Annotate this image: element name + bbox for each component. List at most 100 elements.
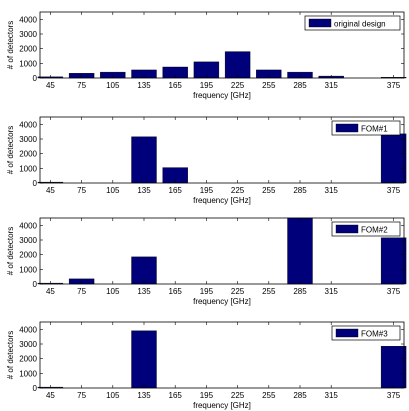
subplot-4: 0 1000 2000 3000 4000 45 75 105 135 165 195 225 255 2… <box>6 321 407 410</box>
x-axis-label: frequency [GHz] <box>193 196 251 205</box>
x-axis-label: frequency [GHz] <box>193 297 251 306</box>
x-tick-label: 195 <box>200 391 214 400</box>
y-tick-label: 0 <box>33 280 38 289</box>
y-tick-label: 1000 <box>19 164 37 173</box>
y-axis-label: # of detectors <box>6 227 15 275</box>
x-tick-label: 45 <box>46 287 55 296</box>
y-tick-label: 3000 <box>19 135 37 144</box>
x-tick-label: 105 <box>106 81 120 90</box>
x-tick-label: 255 <box>262 186 276 195</box>
y-tick-label: 4000 <box>19 120 37 129</box>
x-tick-label: 105 <box>106 287 120 296</box>
subplot-2: 0 1000 2000 3000 4000 45 75 105 135 165 195 225 255 2… <box>6 116 407 205</box>
y-tick-label: 2000 <box>19 355 37 364</box>
bar-135 <box>131 330 157 389</box>
x-tick-label: 255 <box>262 287 276 296</box>
subplot-1: 0 1000 2000 3000 4000 45 75 105 135 165 195 225 255 2… <box>6 11 407 100</box>
x-tick-label: 225 <box>231 287 245 296</box>
x-tick-label: 165 <box>169 186 183 195</box>
bar-225 <box>224 51 251 79</box>
y-tick-label: 1000 <box>19 265 37 274</box>
x-tick-label: 285 <box>293 287 307 296</box>
x-tick-label: 225 <box>231 391 245 400</box>
x-tick-label: 75 <box>77 81 86 90</box>
plot-frame <box>39 321 405 389</box>
x-tick-label: 45 <box>46 81 55 90</box>
legend-label: FOM#2 <box>361 226 388 235</box>
legend: original design <box>304 15 401 31</box>
x-tick-label: 135 <box>137 391 151 400</box>
x-tick-label: 195 <box>200 81 214 90</box>
x-tick-label: 105 <box>106 391 120 400</box>
legend-swatch <box>335 123 359 133</box>
x-tick-label: 375 <box>387 287 401 296</box>
bar-285 <box>287 217 313 285</box>
y-tick-label: 2000 <box>19 251 37 260</box>
x-tick-label: 375 <box>387 186 401 195</box>
x-tick-label: 105 <box>106 186 120 195</box>
x-tick-label: 45 <box>46 391 55 400</box>
bar-375 <box>380 346 407 389</box>
y-tick-label: 3000 <box>19 340 37 349</box>
legend: FOM#1 <box>331 120 401 136</box>
x-tick-label: 315 <box>325 81 339 90</box>
x-tick-label: 75 <box>77 391 86 400</box>
x-tick-label: 315 <box>325 287 339 296</box>
legend-label: FOM#3 <box>361 330 388 339</box>
x-tick-label: 225 <box>231 186 245 195</box>
x-tick-label: 285 <box>293 186 307 195</box>
x-tick-label: 315 <box>325 391 339 400</box>
x-tick-label: 45 <box>46 186 55 195</box>
legend-swatch <box>308 18 332 28</box>
plot-frame <box>39 11 405 79</box>
y-tick-label: 0 <box>33 74 38 83</box>
x-tick-label: 135 <box>137 287 151 296</box>
x-tick-label: 255 <box>262 81 276 90</box>
bar-375 <box>380 133 407 184</box>
y-axis-label: # of detectors <box>6 21 15 69</box>
x-tick-label: 75 <box>77 287 86 296</box>
subplot-3: 0 1000 2000 3000 4000 45 75 105 135 165 195 225 255 2… <box>6 217 407 306</box>
x-tick-label: 195 <box>200 287 214 296</box>
y-tick-label: 1000 <box>19 369 37 378</box>
y-tick-label: 0 <box>33 384 38 393</box>
legend-label: FOM#1 <box>361 125 388 134</box>
y-tick-label: 2000 <box>19 150 37 159</box>
y-tick-label: 4000 <box>19 15 37 24</box>
x-tick-label: 195 <box>200 186 214 195</box>
x-axis-label: frequency [GHz] <box>193 401 251 410</box>
y-axis-label: # of detectors <box>6 126 15 174</box>
plot-frame <box>39 217 405 285</box>
x-tick-label: 375 <box>387 81 401 90</box>
x-tick-label: 315 <box>325 186 339 195</box>
x-tick-label: 285 <box>293 391 307 400</box>
legend: FOM#3 <box>331 325 401 341</box>
y-tick-label: 3000 <box>19 236 37 245</box>
x-tick-label: 165 <box>169 287 183 296</box>
legend: FOM#2 <box>331 221 401 237</box>
x-tick-label: 135 <box>137 186 151 195</box>
x-tick-label: 135 <box>137 81 151 90</box>
x-tick-label: 75 <box>77 186 86 195</box>
legend-swatch <box>335 328 359 338</box>
x-tick-label: 285 <box>293 81 307 90</box>
y-tick-label: 4000 <box>19 325 37 334</box>
x-tick-label: 255 <box>262 391 276 400</box>
y-tick-label: 1000 <box>19 59 37 68</box>
x-tick-label: 225 <box>231 81 245 90</box>
legend-label: original design <box>334 20 386 29</box>
y-tick-label: 2000 <box>19 45 37 54</box>
x-tick-label: 375 <box>387 391 401 400</box>
x-tick-label: 165 <box>169 391 183 400</box>
y-tick-label: 4000 <box>19 221 37 230</box>
bar-375 <box>380 237 407 285</box>
x-tick-label: 165 <box>169 81 183 90</box>
y-tick-label: 3000 <box>19 30 37 39</box>
x-axis-label: frequency [GHz] <box>193 91 251 100</box>
bar-135 <box>131 136 157 184</box>
y-tick-label: 0 <box>33 179 38 188</box>
bar-135 <box>131 256 157 285</box>
plot-frame <box>39 116 405 184</box>
y-axis-label: # of detectors <box>6 331 15 379</box>
